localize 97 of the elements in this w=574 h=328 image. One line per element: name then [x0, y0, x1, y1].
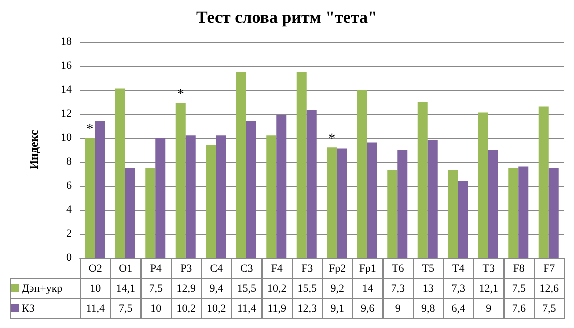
data-label: 7,5	[110, 298, 141, 318]
bar	[518, 166, 529, 258]
data-label: 10	[141, 298, 172, 318]
data-label: 7,3	[383, 278, 414, 298]
bar	[388, 170, 398, 258]
annotation: *	[328, 132, 336, 148]
y-tick-label: 4	[66, 204, 72, 216]
data-label: 12,6	[534, 278, 564, 298]
data-label: 15,5	[232, 278, 262, 298]
data-label: 13	[413, 278, 444, 298]
x-tick-label: T5	[413, 258, 444, 278]
data-label: 7,5	[141, 278, 172, 298]
bar	[276, 115, 287, 258]
annotation: *	[177, 88, 184, 103]
bar	[508, 168, 519, 258]
bar	[296, 72, 307, 258]
bar	[246, 121, 256, 258]
data-label: 11,9	[262, 298, 292, 318]
data-label: 12,3	[292, 298, 322, 318]
x-tick-label: O2	[80, 258, 111, 278]
data-label: 9	[383, 298, 414, 318]
bar	[428, 140, 438, 258]
bar	[458, 181, 468, 258]
data-label: 6,4	[444, 298, 474, 318]
annotation: *	[86, 122, 94, 138]
y-tick-label: 2	[66, 228, 72, 240]
y-tick-label: 12	[61, 108, 72, 120]
x-tick-label: T4	[444, 258, 474, 278]
y-tick-label: 18	[61, 36, 72, 48]
x-tick-label: F4	[262, 258, 292, 278]
y-axis-title: Индекс	[27, 130, 41, 170]
bar	[156, 138, 166, 258]
bar	[357, 90, 368, 258]
bar	[488, 150, 498, 258]
y-tick-label: 8	[66, 156, 72, 168]
bar	[367, 142, 378, 258]
data-label: 15,5	[292, 278, 322, 298]
data-label: 7,5	[534, 298, 564, 318]
x-tick-label: F3	[292, 258, 322, 278]
bar	[306, 110, 317, 258]
data-label: 12,1	[474, 278, 504, 298]
data-label: 10	[80, 278, 111, 298]
data-label: 9	[474, 298, 504, 318]
bar	[85, 138, 96, 258]
bar	[337, 148, 348, 258]
x-tick-label: P4	[141, 258, 172, 278]
data-label: 9,6	[352, 298, 383, 318]
data-label: 11,4	[232, 298, 262, 318]
bar	[146, 168, 156, 258]
bar	[478, 112, 488, 258]
data-label: 12,9	[171, 278, 202, 298]
chart-title: Тест слова ритм "тета"	[196, 8, 378, 27]
bar	[538, 106, 549, 258]
bar	[186, 136, 196, 258]
x-tick-label: F7	[534, 258, 564, 278]
x-tick-label: T3	[474, 258, 504, 278]
y-tick-label: 14	[61, 84, 72, 96]
data-label: 14	[352, 278, 383, 298]
data-label: 11,4	[80, 298, 111, 318]
data-label: 10,2	[262, 278, 292, 298]
y-tick-label: 16	[61, 60, 72, 72]
data-label: 10,2	[171, 298, 202, 318]
bar	[236, 72, 246, 258]
y-tick-label: 6	[66, 180, 72, 192]
x-tick-label: Fp1	[352, 258, 383, 278]
data-label: 10,2	[202, 298, 232, 318]
bar	[95, 121, 106, 258]
legend-label: КЗ	[10, 298, 80, 318]
bar	[176, 103, 186, 258]
bar	[448, 170, 458, 258]
x-tick-label: P3	[171, 258, 202, 278]
bar	[125, 168, 136, 258]
bar	[206, 145, 216, 258]
bar	[216, 136, 226, 258]
data-label: 7,6	[504, 298, 534, 318]
data-label: 14,1	[110, 278, 141, 298]
bar	[418, 102, 428, 258]
y-tick-label: 0	[66, 252, 72, 264]
x-tick-label: Fp2	[322, 258, 353, 278]
x-tick-label: C4	[202, 258, 232, 278]
bar	[398, 150, 408, 258]
y-tick-label: 10	[61, 132, 72, 144]
bar	[115, 88, 126, 258]
data-label: 9,2	[322, 278, 353, 298]
data-label: 7,3	[444, 278, 474, 298]
x-tick-label: O1	[110, 258, 141, 278]
legend-label: Дэп+укр	[10, 278, 80, 298]
bar	[327, 148, 338, 258]
bar	[548, 168, 559, 258]
x-tick-label: T6	[383, 258, 414, 278]
bar	[266, 136, 277, 258]
x-tick-label: F8	[504, 258, 534, 278]
data-label: 9,8	[413, 298, 444, 318]
data-label: 9,4	[202, 278, 232, 298]
x-tick-label: C3	[232, 258, 262, 278]
data-label: 9,1	[322, 298, 353, 318]
data-label: 7,5	[504, 278, 534, 298]
